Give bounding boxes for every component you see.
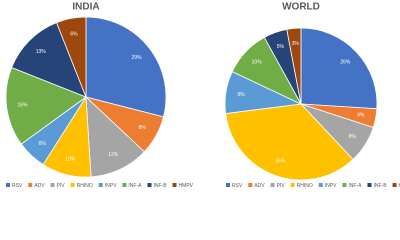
legend-label: ADV [34,183,45,189]
data-label: 12% [108,152,119,158]
pie-slice [85,16,167,118]
data-label: 35% [275,159,286,165]
pie-slice [225,103,354,181]
legend-swatch [318,183,323,187]
legend-label: RSV [12,183,23,189]
legend-swatch [70,183,75,187]
legend-swatch [367,183,372,187]
data-label: 8% [138,125,146,131]
legend-label: INF-B [153,183,167,189]
pie-slice [56,16,87,98]
legend-swatch [172,183,177,187]
legend-swatch [270,183,275,187]
data-label: 13% [36,49,47,55]
data-label: 8% [349,134,357,140]
legend-label: PIV [277,183,286,189]
data-label: 10% [65,156,76,162]
data-label: 29% [132,55,143,61]
legend-swatch [392,183,397,187]
pie-slice [11,22,87,98]
legend-swatch [226,183,230,187]
data-label: 5% [277,44,285,50]
data-label: 26% [340,60,351,66]
data-label: 3% [292,41,300,47]
legend-label: RHINO [77,183,93,189]
legend-label: HMPV [399,183,400,189]
legend-label: INF-A [348,183,362,189]
legend-swatch [342,183,347,187]
data-label: 4% [357,113,365,119]
legend-swatch [98,183,103,187]
legend-label: RHINO [297,183,313,189]
legend-label: HMPV [179,183,194,189]
pie-slice [5,67,87,145]
legend-swatch [122,183,127,187]
legend-swatch [28,183,33,187]
data-label: 10% [252,60,263,66]
chart: INDIA 29% 8% 12% 10% 6% 16% 13% 6% RSV ADV PIV RHINO… [5,2,400,189]
legend-label: INF-B [373,183,387,189]
legend-label: RSV [232,183,243,189]
pie-slice [85,96,145,178]
legend-label: INF-A [128,183,142,189]
data-label: 6% [39,141,47,147]
legend-label: INPV [105,183,117,189]
data-label: 6% [70,31,78,37]
legend-label: ADV [254,183,265,189]
pie-slice [286,27,302,105]
legend-swatch [50,183,55,187]
legend-swatch [248,183,253,187]
data-label: 16% [17,102,28,108]
legend-swatch [6,183,10,187]
data-label: 9% [237,92,245,98]
legend-swatch [147,183,152,187]
chart-title: WORLD [282,2,320,13]
chart-title: INDIA [72,2,99,13]
pie-slice [300,27,378,110]
legend-label: INPV [325,183,337,189]
legend-swatch [290,183,295,187]
legend-label: PIV [57,183,66,189]
